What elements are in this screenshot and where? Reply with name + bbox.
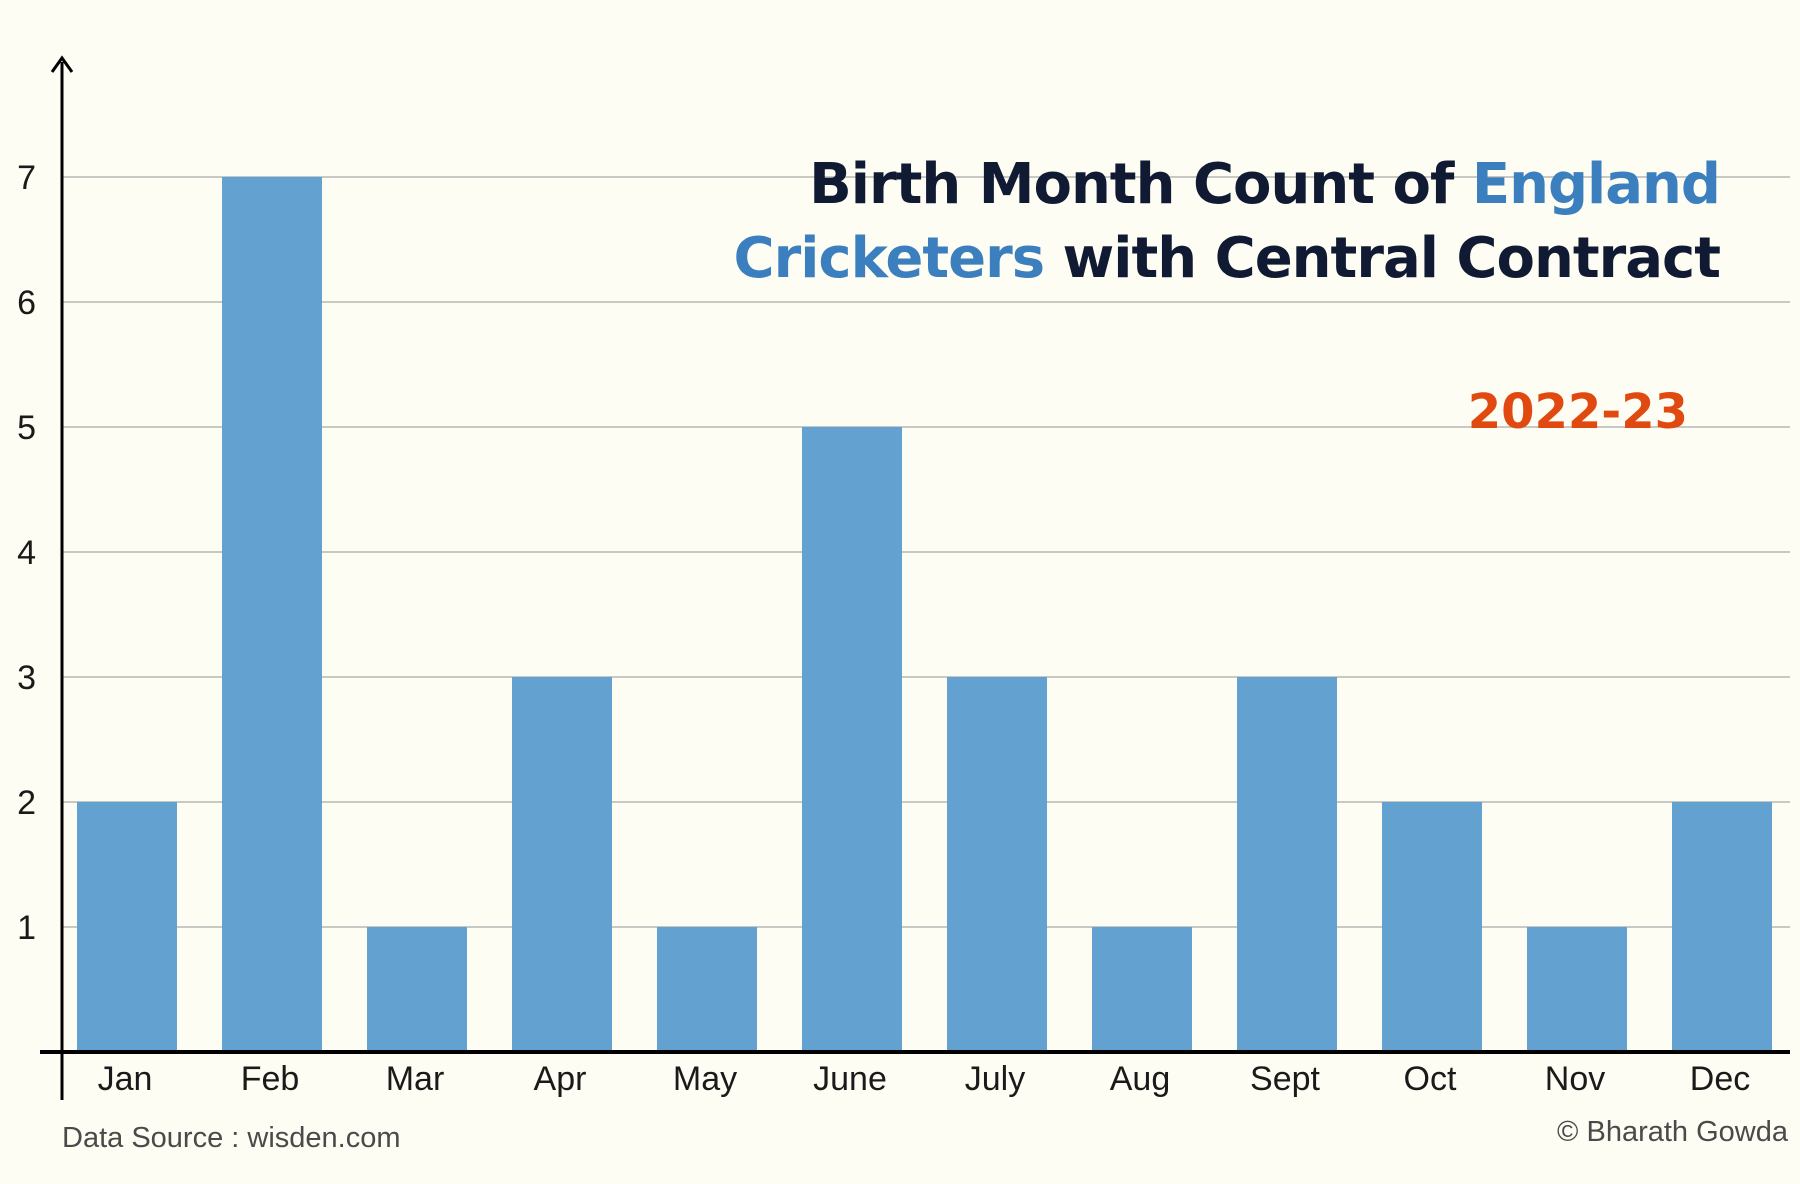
x-tick-label-june: June [813, 1060, 887, 1098]
y-tick-label-4: 4 [17, 534, 36, 572]
bar-dec [1672, 802, 1772, 1052]
y-tick-label-3: 3 [17, 659, 36, 697]
y-axis-arrow-icon [50, 55, 74, 73]
bar-june [802, 427, 902, 1052]
x-tick-label-feb: Feb [241, 1060, 300, 1098]
x-tick-label-mar: Mar [386, 1060, 445, 1098]
y-tick-label-6: 6 [17, 284, 36, 322]
title-part-1: England Cricketers [733, 152, 1721, 291]
bar-july [947, 677, 1047, 1052]
bar-jan [77, 802, 177, 1052]
x-tick-label-may: May [673, 1060, 737, 1098]
chart-subtitle: 2022-23 [1467, 384, 1688, 440]
x-tick-label-sept: Sept [1250, 1060, 1320, 1098]
bar-may [657, 927, 757, 1052]
x-tick-label-nov: Nov [1545, 1060, 1605, 1098]
chart-title: Birth Month Count of England Cricketers … [720, 148, 1721, 296]
author-credit: © Bharath Gowda [1557, 1116, 1788, 1148]
y-tick-label-5: 5 [17, 409, 36, 447]
data-source-note: Data Source : wisden.com [62, 1122, 401, 1154]
bars [77, 177, 1772, 1052]
y-tick-label-7: 7 [17, 159, 36, 197]
bar-nov [1527, 927, 1627, 1052]
bar-feb [222, 177, 322, 1052]
bar-apr [512, 677, 612, 1052]
title-part-0: Birth Month Count of [809, 152, 1472, 217]
title-part-2: with Central Contract [1044, 226, 1721, 291]
y-tick-label-2: 2 [17, 784, 36, 822]
y-tick-label-1: 1 [17, 909, 36, 947]
x-tick-label-dec: Dec [1690, 1060, 1750, 1098]
bar-sept [1237, 677, 1337, 1052]
tick-labels: 1 2 3 4 5 6 7 Jan Feb Mar Apr May June July Aug Sept Oct… [17, 159, 1750, 1098]
bar-aug [1092, 927, 1192, 1052]
x-tick-label-jan: Jan [98, 1060, 153, 1098]
bar-mar [367, 927, 467, 1052]
x-tick-label-apr: Apr [534, 1060, 587, 1098]
x-tick-label-oct: Oct [1404, 1060, 1457, 1098]
bar-oct [1382, 802, 1482, 1052]
axes [40, 55, 1790, 1100]
gridlines [62, 176, 1790, 928]
x-tick-label-july: July [965, 1060, 1025, 1098]
x-tick-label-aug: Aug [1110, 1060, 1171, 1098]
